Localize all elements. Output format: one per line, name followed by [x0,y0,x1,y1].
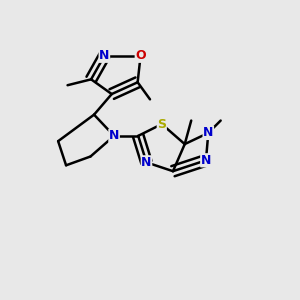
Text: O: O [135,49,146,62]
Text: N: N [99,49,110,62]
Text: N: N [201,154,211,167]
Text: S: S [157,118,166,130]
Text: N: N [203,126,214,140]
Text: N: N [141,156,152,169]
Text: N: N [109,129,119,142]
